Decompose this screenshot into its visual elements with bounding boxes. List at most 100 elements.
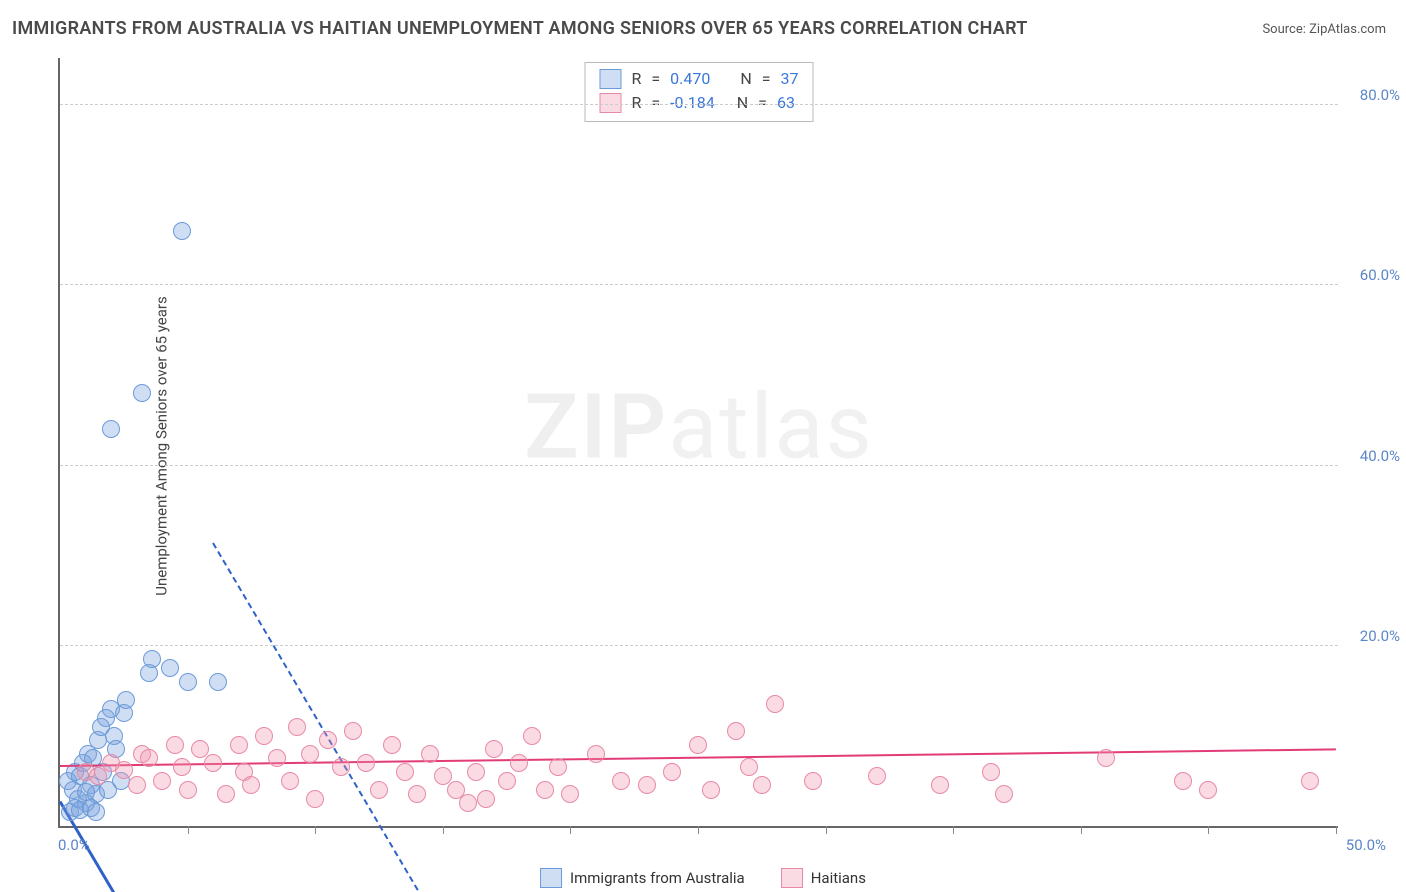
x-max-label: 50.0% — [1346, 836, 1386, 854]
data-point — [510, 754, 528, 772]
data-point — [268, 749, 286, 767]
legend-label-a: Immigrants from Australia — [570, 869, 745, 887]
r-value-b: -0.184 — [670, 91, 715, 115]
data-point — [421, 745, 439, 763]
data-point — [804, 772, 822, 790]
source-attribution: Source: ZipAtlas.com — [1262, 22, 1386, 37]
x-tick — [1208, 826, 1209, 834]
data-point — [306, 790, 324, 808]
data-point — [1097, 749, 1115, 767]
gridline — [60, 284, 1338, 285]
n-value-b: 63 — [777, 91, 795, 115]
swatch-a — [599, 69, 621, 89]
data-point — [995, 785, 1013, 803]
data-point — [319, 731, 337, 749]
source-link[interactable]: ZipAtlas.com — [1309, 22, 1386, 37]
data-point — [179, 781, 197, 799]
x-tick — [315, 826, 316, 834]
x-tick — [698, 826, 699, 834]
x-tick — [953, 826, 954, 834]
gridline — [60, 465, 1338, 466]
r-label: R — [631, 67, 641, 91]
data-point — [115, 761, 133, 779]
data-point — [370, 781, 388, 799]
y-tick-label: 40.0% — [1360, 447, 1400, 465]
r-value-a: 0.470 — [670, 67, 710, 91]
plot-area: ZIPatlas R = 0.470 N = 37 R = -0.184 N =… — [58, 58, 1338, 828]
source-label: Source: — [1262, 22, 1305, 37]
data-point — [143, 650, 161, 668]
swatch-b — [599, 93, 621, 113]
data-point — [766, 695, 784, 713]
data-point — [140, 749, 158, 767]
data-point — [128, 776, 146, 794]
data-point — [396, 763, 414, 781]
watermark-part-a: ZIP — [524, 374, 668, 479]
legend-row-a: R = 0.470 N = 37 — [599, 67, 798, 91]
data-point — [587, 745, 605, 763]
data-point — [523, 727, 541, 745]
x-tick — [188, 826, 189, 834]
watermark: ZIPatlas — [524, 374, 874, 479]
legend-label-b: Haitians — [811, 869, 866, 887]
data-point — [931, 776, 949, 794]
data-point — [1301, 772, 1319, 790]
correlation-legend: R = 0.470 N = 37 R = -0.184 N = 63 — [584, 62, 813, 122]
watermark-part-b: atlas — [668, 374, 874, 479]
data-point — [498, 772, 516, 790]
y-tick-label: 20.0% — [1360, 627, 1400, 645]
data-point — [242, 776, 260, 794]
legend-row-b: R = -0.184 N = 63 — [599, 91, 798, 115]
data-point — [133, 384, 151, 402]
data-point — [166, 736, 184, 754]
data-point — [77, 783, 95, 801]
data-point — [288, 718, 306, 736]
data-point — [1199, 781, 1217, 799]
x-tick — [443, 826, 444, 834]
trend-line — [212, 542, 494, 892]
data-point — [204, 754, 222, 772]
data-point — [702, 781, 720, 799]
data-point — [209, 673, 227, 691]
swatch-a-bottom — [540, 868, 562, 888]
data-point — [477, 790, 495, 808]
data-point — [281, 772, 299, 790]
data-point — [102, 420, 120, 438]
swatch-b-bottom — [781, 868, 803, 888]
data-point — [727, 722, 745, 740]
data-point — [663, 763, 681, 781]
data-point — [612, 772, 630, 790]
legend-item-a: Immigrants from Australia — [540, 868, 745, 888]
series-legend: Immigrants from Australia Haitians — [540, 868, 866, 888]
data-point — [87, 803, 105, 821]
data-point — [1174, 772, 1192, 790]
data-point — [153, 772, 171, 790]
gridline — [60, 645, 1338, 646]
data-point — [173, 222, 191, 240]
data-point — [549, 758, 567, 776]
data-point — [467, 763, 485, 781]
n-value-a: 37 — [781, 67, 799, 91]
data-point — [217, 785, 235, 803]
data-point — [753, 776, 771, 794]
data-point — [117, 691, 135, 709]
data-point — [301, 745, 319, 763]
data-point — [638, 776, 656, 794]
x-tick — [570, 826, 571, 834]
data-point — [89, 767, 107, 785]
x-tick — [826, 826, 827, 834]
data-point — [561, 785, 579, 803]
data-point — [740, 758, 758, 776]
data-point — [689, 736, 707, 754]
data-point — [230, 736, 248, 754]
gridline — [60, 104, 1338, 105]
x-tick — [1081, 826, 1082, 834]
x-tick — [1336, 826, 1337, 834]
data-point — [383, 736, 401, 754]
data-point — [344, 722, 362, 740]
data-point — [536, 781, 554, 799]
n-label: N — [740, 67, 751, 91]
data-point — [459, 794, 477, 812]
legend-item-b: Haitians — [781, 868, 866, 888]
data-point — [982, 763, 1000, 781]
